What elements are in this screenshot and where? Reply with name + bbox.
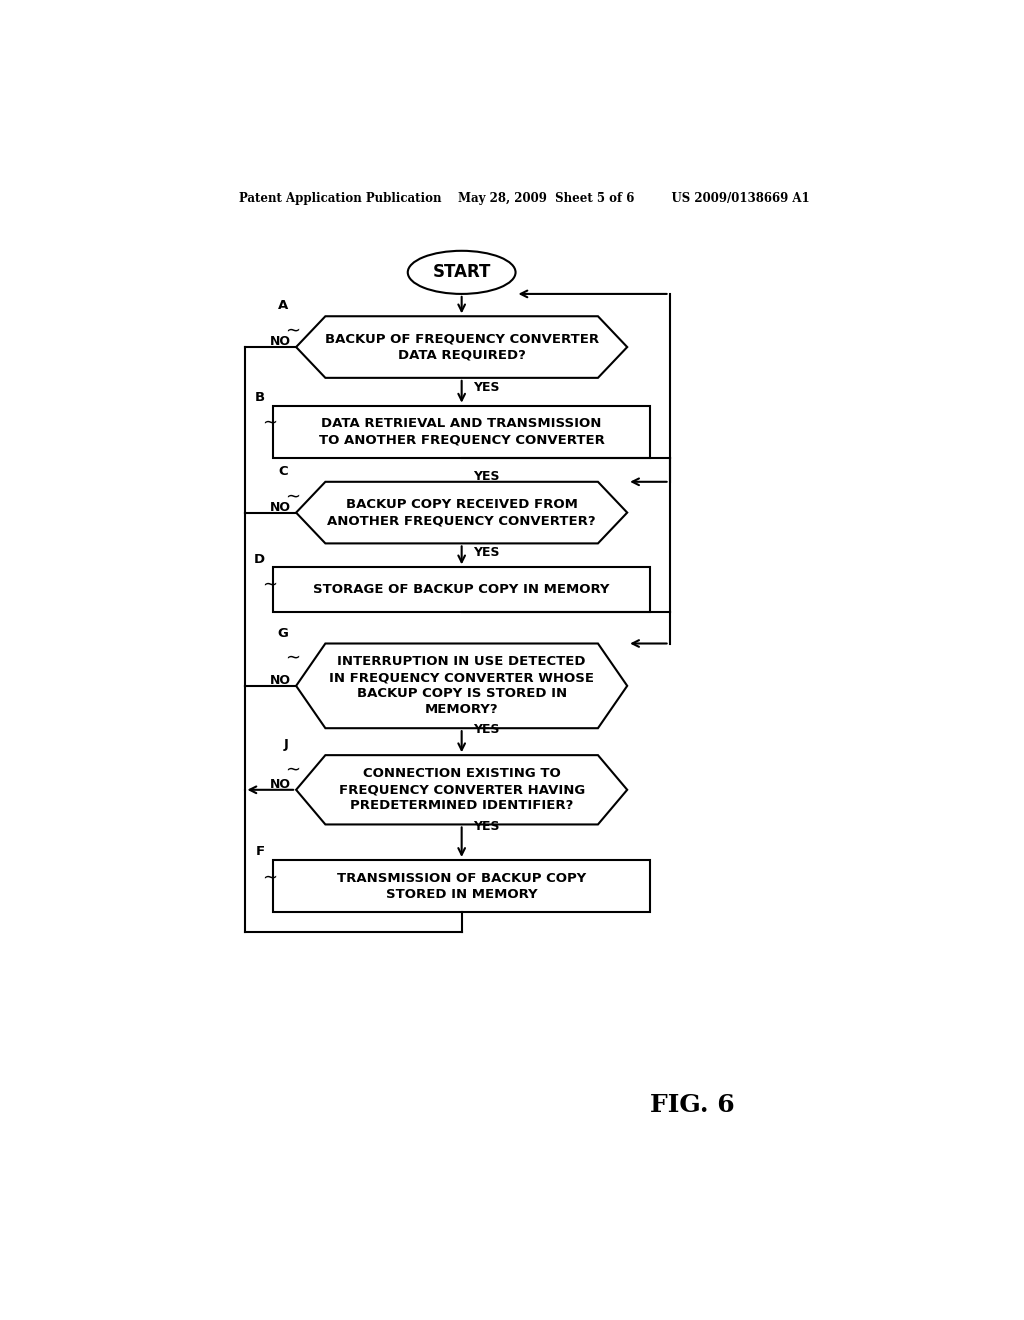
- Text: STORAGE OF BACKUP COPY IN MEMORY: STORAGE OF BACKUP COPY IN MEMORY: [313, 583, 610, 597]
- Text: ∼: ∼: [285, 322, 300, 341]
- Text: D: D: [254, 553, 265, 566]
- Text: INTERRUPTION IN USE DETECTED
IN FREQUENCY CONVERTER WHOSE
BACKUP COPY IS STORED : INTERRUPTION IN USE DETECTED IN FREQUENC…: [329, 655, 594, 717]
- Text: B: B: [255, 391, 265, 404]
- Text: NO: NO: [270, 500, 291, 513]
- Text: ∼: ∼: [261, 869, 276, 887]
- Text: C: C: [279, 465, 289, 478]
- Text: ∼: ∼: [285, 649, 300, 668]
- Text: START: START: [432, 264, 490, 281]
- Text: NO: NO: [270, 777, 291, 791]
- Text: YES: YES: [473, 723, 500, 737]
- Bar: [273, 568, 650, 612]
- Text: ∼: ∼: [285, 488, 300, 506]
- Text: FIG. 6: FIG. 6: [650, 1093, 735, 1118]
- Text: ∼: ∼: [261, 414, 276, 433]
- Text: NO: NO: [270, 335, 291, 348]
- Text: YES: YES: [473, 381, 500, 395]
- Bar: [273, 859, 650, 912]
- Text: YES: YES: [473, 546, 500, 560]
- Text: ∼: ∼: [285, 762, 300, 779]
- Text: TRANSMISSION OF BACKUP COPY
STORED IN MEMORY: TRANSMISSION OF BACKUP COPY STORED IN ME…: [337, 871, 587, 900]
- Text: F: F: [256, 845, 265, 858]
- Text: CONNECTION EXISTING TO
FREQUENCY CONVERTER HAVING
PREDETERMINED IDENTIFIER?: CONNECTION EXISTING TO FREQUENCY CONVERT…: [339, 767, 585, 812]
- Text: NO: NO: [270, 675, 291, 686]
- Text: J: J: [284, 738, 289, 751]
- Text: DATA RETRIEVAL AND TRANSMISSION
TO ANOTHER FREQUENCY CONVERTER: DATA RETRIEVAL AND TRANSMISSION TO ANOTH…: [318, 417, 604, 446]
- Text: YES: YES: [473, 820, 500, 833]
- Text: A: A: [279, 300, 289, 313]
- Text: ∼: ∼: [261, 577, 276, 594]
- Text: YES: YES: [473, 470, 500, 483]
- Text: Patent Application Publication    May 28, 2009  Sheet 5 of 6         US 2009/013: Patent Application Publication May 28, 2…: [240, 191, 810, 205]
- Text: BACKUP OF FREQUENCY CONVERTER
DATA REQUIRED?: BACKUP OF FREQUENCY CONVERTER DATA REQUI…: [325, 333, 599, 362]
- Bar: [273, 405, 650, 458]
- Text: BACKUP COPY RECEIVED FROM
ANOTHER FREQUENCY CONVERTER?: BACKUP COPY RECEIVED FROM ANOTHER FREQUE…: [328, 498, 596, 527]
- Text: G: G: [278, 627, 289, 640]
